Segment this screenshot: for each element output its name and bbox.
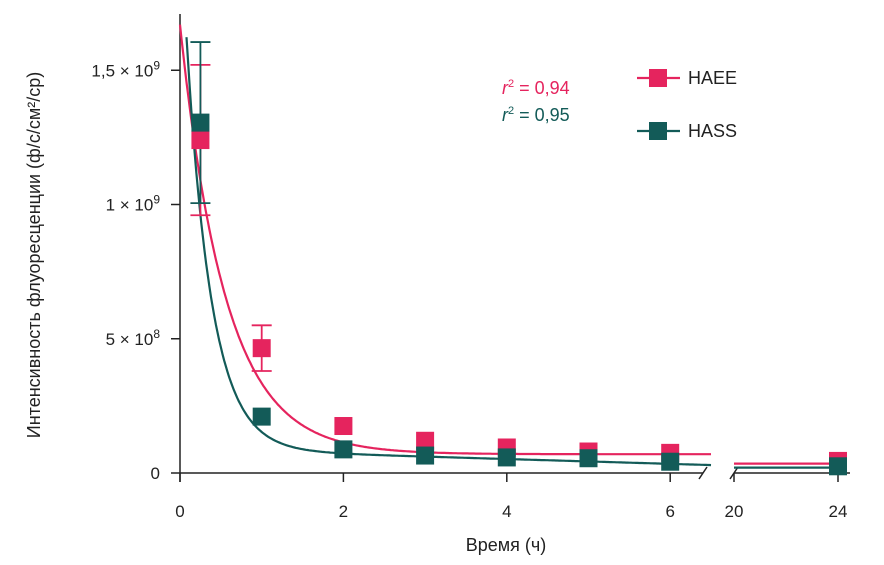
- x-tick-label: 0: [175, 502, 184, 521]
- x-axis-title: Время (ч): [466, 535, 547, 555]
- data-point-hass: [579, 449, 598, 468]
- x-tick-label: 4: [502, 502, 511, 521]
- x-tick-label: 2: [339, 502, 348, 521]
- x-tick-label: 20: [725, 502, 744, 521]
- fit-curve-hass: [185, 37, 712, 467]
- axes-layer: [171, 14, 850, 482]
- error-bars-layer: [190, 41, 272, 372]
- data-point-haee: [252, 339, 271, 358]
- r2-label-haee: r2 = 0,94: [502, 78, 570, 98]
- legend-label-hass: HASS: [688, 121, 737, 141]
- data-point-haee: [334, 417, 353, 436]
- x-tick-label: 24: [829, 502, 848, 521]
- data-point-hass: [416, 446, 435, 465]
- data-point-hass: [252, 407, 271, 426]
- r2-label-hass: r2 = 0,95: [502, 105, 570, 125]
- data-point-haee: [191, 131, 210, 150]
- data-point-haee: [416, 431, 435, 450]
- y-tick-label: 1,5 × 109: [91, 58, 160, 80]
- fit-curve-haee: [178, 24, 711, 456]
- fit-curves-layer: [178, 24, 838, 469]
- y-tick-label: 1 × 109: [106, 193, 161, 215]
- data-point-hass: [191, 113, 210, 132]
- y-tick-label: 0: [151, 464, 160, 483]
- axis-break-mark: [698, 466, 708, 480]
- data-points-layer: [191, 113, 847, 476]
- data-point-hass: [334, 440, 353, 459]
- data-point-hass: [661, 452, 680, 471]
- legend-marker-hass: [649, 122, 667, 140]
- y-tick-label: 5 × 108: [106, 327, 161, 349]
- x-tick-label: 6: [665, 502, 674, 521]
- legend-label-haee: HAEE: [688, 68, 737, 88]
- data-point-hass: [829, 457, 847, 476]
- legend-marker-haee: [649, 69, 667, 87]
- data-point-hass: [497, 448, 516, 467]
- y-axis-title: Интенсивность флуоресценции (ф/с/см²/ср): [24, 72, 44, 438]
